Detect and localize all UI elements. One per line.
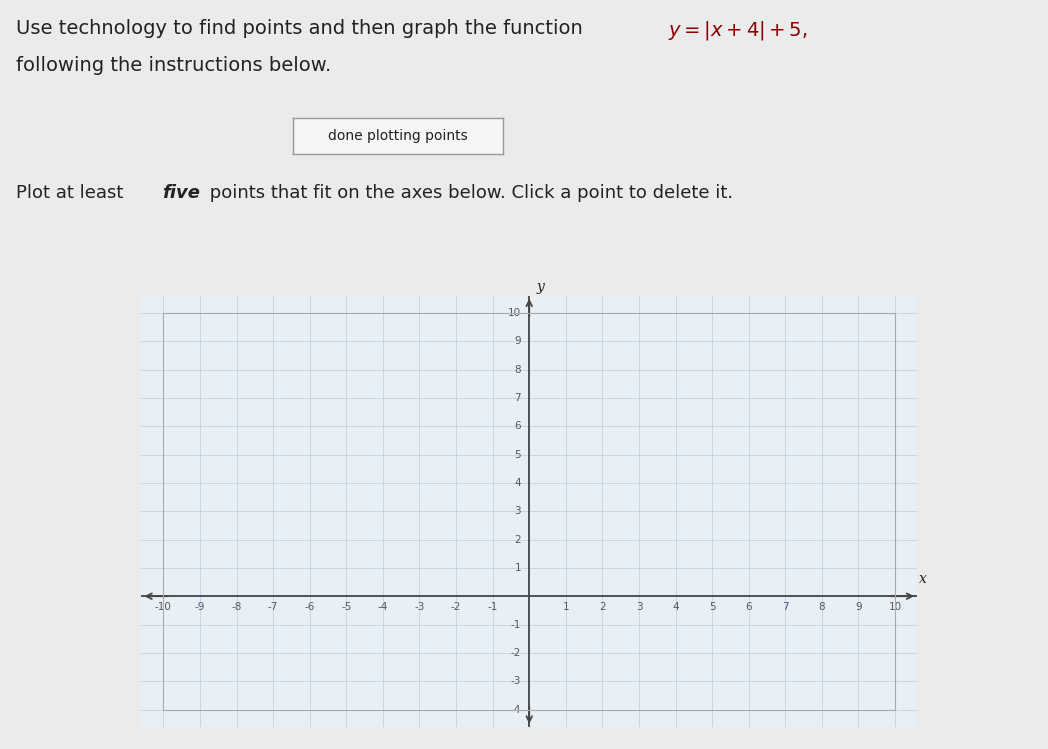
Text: 6: 6	[515, 421, 521, 431]
Text: 8: 8	[818, 602, 825, 613]
Text: 7: 7	[782, 602, 789, 613]
Text: -5: -5	[342, 602, 351, 613]
Text: 4: 4	[672, 602, 679, 613]
Text: 9: 9	[855, 602, 861, 613]
Text: 7: 7	[515, 393, 521, 403]
Text: -8: -8	[232, 602, 242, 613]
Text: -3: -3	[510, 676, 521, 686]
Text: 5: 5	[708, 602, 716, 613]
Text: -6: -6	[305, 602, 315, 613]
Text: 5: 5	[515, 449, 521, 460]
Text: 9: 9	[515, 336, 521, 346]
Text: five: five	[162, 184, 200, 201]
Text: -1: -1	[487, 602, 498, 613]
Text: 3: 3	[515, 506, 521, 516]
Text: $y = |x + 4| + 5,$: $y = |x + 4| + 5,$	[668, 19, 807, 42]
Text: done plotting points: done plotting points	[328, 129, 468, 142]
Text: 3: 3	[636, 602, 642, 613]
Text: x: x	[919, 572, 926, 586]
Text: -2: -2	[451, 602, 461, 613]
Text: points that fit on the axes below. Click a point to delete it.: points that fit on the axes below. Click…	[204, 184, 734, 201]
Text: -2: -2	[510, 648, 521, 658]
Text: -4: -4	[510, 705, 521, 715]
Text: Use technology to find points and then graph the function: Use technology to find points and then g…	[16, 19, 589, 37]
Text: 6: 6	[745, 602, 752, 613]
Text: 8: 8	[515, 365, 521, 374]
Text: following the instructions below.: following the instructions below.	[16, 56, 331, 75]
Text: -3: -3	[414, 602, 424, 613]
Text: 2: 2	[599, 602, 606, 613]
Text: -4: -4	[377, 602, 388, 613]
Text: y: y	[537, 280, 544, 294]
Text: 1: 1	[515, 562, 521, 573]
Text: 4: 4	[515, 478, 521, 488]
Text: -7: -7	[268, 602, 279, 613]
Text: 10: 10	[889, 602, 901, 613]
Text: -10: -10	[155, 602, 172, 613]
Text: 1: 1	[563, 602, 569, 613]
Text: -1: -1	[510, 619, 521, 629]
Text: 10: 10	[508, 308, 521, 318]
Text: -9: -9	[195, 602, 205, 613]
Text: 2: 2	[515, 535, 521, 545]
Text: Plot at least: Plot at least	[16, 184, 129, 201]
